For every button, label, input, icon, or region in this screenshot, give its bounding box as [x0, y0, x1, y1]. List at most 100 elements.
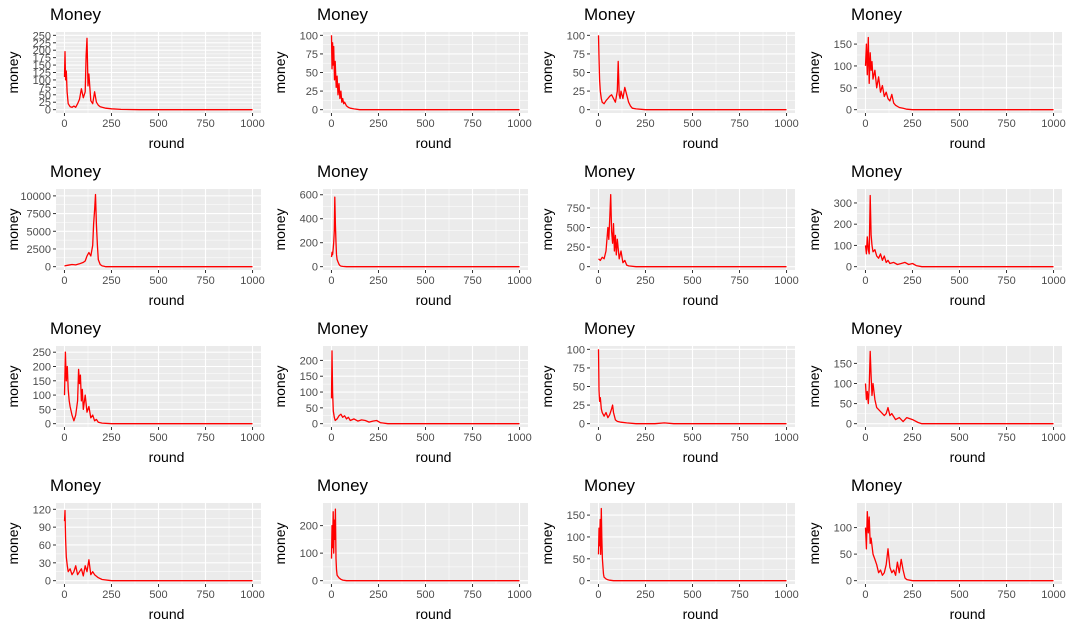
x-tick-label: 1000	[774, 432, 798, 444]
x-tick-label: 750	[730, 432, 748, 444]
x-tick-label: 1000	[774, 275, 798, 287]
chart-panel: 0 250 500 750 1000025005000750010000Moneyrou…	[5, 162, 265, 308]
x-tick-label: 500	[149, 275, 167, 287]
y-axis-label: money	[539, 51, 555, 93]
y-axis-label: money	[5, 208, 21, 250]
x-tick-label: 1000	[507, 589, 531, 601]
chart-panel: 0 250 500 750 1000 0 100 200 Money round money	[272, 476, 532, 622]
y-tick-label: 150	[33, 60, 51, 72]
chart-title: Money	[317, 476, 369, 495]
y-tick-label: 50	[840, 549, 852, 561]
x-tick-label: 500	[416, 589, 434, 601]
x-tick-label: 1000	[240, 432, 264, 444]
y-tick-label: 100	[33, 75, 51, 87]
chart-panel: 0 250 500 750 1000 0 50 100 150 Money round money	[806, 5, 1066, 151]
y-tick-label: 300	[834, 198, 852, 210]
series-line	[63, 37, 253, 111]
x-tick-label: 0	[595, 432, 601, 444]
x-tick-label: 750	[463, 118, 481, 130]
y-axis-label: money	[806, 365, 822, 407]
x-tick-label: 0	[61, 432, 67, 444]
y-tick-label: 90	[39, 522, 51, 534]
y-tick-label: 200	[834, 219, 852, 231]
x-tick-label: 500	[149, 118, 167, 130]
y-tick-label: 25	[573, 400, 585, 412]
x-tick-label: 250	[369, 432, 387, 444]
y-tick-label: 225	[33, 38, 51, 50]
y-tick-label: 5000	[27, 226, 51, 238]
y-axis-label: money	[806, 208, 822, 250]
x-tick-label: 750	[196, 118, 214, 130]
x-tick-label: 250	[102, 118, 120, 130]
x-tick-label: 250	[636, 432, 654, 444]
y-tick-label: 50	[573, 68, 585, 80]
y-tick-label: 500	[567, 223, 585, 235]
y-tick-label: 25	[573, 86, 585, 98]
y-axis-label: money	[272, 208, 288, 250]
series-line	[864, 194, 1054, 268]
series-line	[63, 509, 253, 582]
x-tick-label: 1000	[1041, 118, 1065, 130]
y-tick-label: 30	[39, 558, 51, 570]
x-tick-label: 250	[903, 432, 921, 444]
y-axis-label: money	[272, 522, 288, 564]
x-tick-label: 500	[683, 275, 701, 287]
series-line	[864, 350, 1054, 425]
y-axis-label: money	[5, 522, 21, 564]
x-tick-label: 500	[950, 432, 968, 444]
chart-title: Money	[317, 162, 369, 181]
x-tick-label: 0	[595, 589, 601, 601]
x-tick-label: 750	[730, 118, 748, 130]
x-axis-label: round	[416, 449, 452, 465]
y-tick-label: 0	[579, 419, 585, 431]
y-axis-label: money	[539, 208, 555, 250]
x-tick-label: 1000	[507, 432, 531, 444]
y-tick-label: 0	[846, 576, 852, 588]
chart-title: Money	[851, 476, 903, 495]
x-tick-label: 250	[369, 589, 387, 601]
x-tick-label: 750	[196, 432, 214, 444]
chart-panel: 0 250 500 750 1000 0 250 500 750 Money round money	[539, 162, 799, 308]
y-tick-label: 750	[567, 203, 585, 215]
x-tick-label: 500	[950, 118, 968, 130]
y-tick-label: 100	[567, 30, 585, 42]
x-axis-label: round	[950, 449, 986, 465]
y-tick-label: 200	[300, 355, 318, 367]
y-tick-label: 25	[306, 86, 318, 98]
x-tick-label: 500	[950, 589, 968, 601]
y-tick-label: 200	[300, 238, 318, 250]
chart-title: Money	[50, 5, 102, 24]
x-tick-label: 750	[997, 118, 1015, 130]
chart-title: Money	[851, 162, 903, 181]
x-tick-label: 500	[683, 589, 701, 601]
x-axis-label: round	[149, 606, 185, 622]
x-tick-label: 1000	[1041, 432, 1065, 444]
x-tick-label: 250	[636, 275, 654, 287]
x-tick-label: 250	[102, 275, 120, 287]
y-tick-label: 250	[33, 347, 51, 359]
y-axis-label: money	[539, 522, 555, 564]
y-tick-label: 50	[840, 83, 852, 95]
y-tick-label: 0	[45, 105, 51, 117]
x-tick-label: 0	[595, 118, 601, 130]
chart-title: Money	[584, 319, 636, 338]
x-tick-label: 250	[636, 589, 654, 601]
y-tick-label: 100	[567, 344, 585, 356]
chart-panel: 0 250 500 750 1000 0 25 50 75 100 Money round money	[272, 5, 532, 151]
y-tick-label: 175	[33, 53, 51, 65]
y-axis-label: money	[5, 365, 21, 407]
series-line	[864, 511, 1054, 582]
y-tick-label: 0	[45, 262, 51, 274]
y-tick-label: 2500	[27, 244, 51, 256]
y-tick-label: 0	[312, 419, 318, 431]
y-tick-label: 100	[834, 240, 852, 252]
x-axis-label: round	[683, 449, 719, 465]
x-tick-label: 750	[997, 432, 1015, 444]
y-tick-label: 50	[39, 404, 51, 416]
series-line	[330, 350, 520, 425]
y-tick-label: 600	[300, 190, 318, 202]
x-axis-label: round	[950, 292, 986, 308]
y-tick-label: 75	[306, 49, 318, 61]
x-axis-label: round	[149, 135, 185, 151]
y-tick-label: 100	[300, 30, 318, 42]
